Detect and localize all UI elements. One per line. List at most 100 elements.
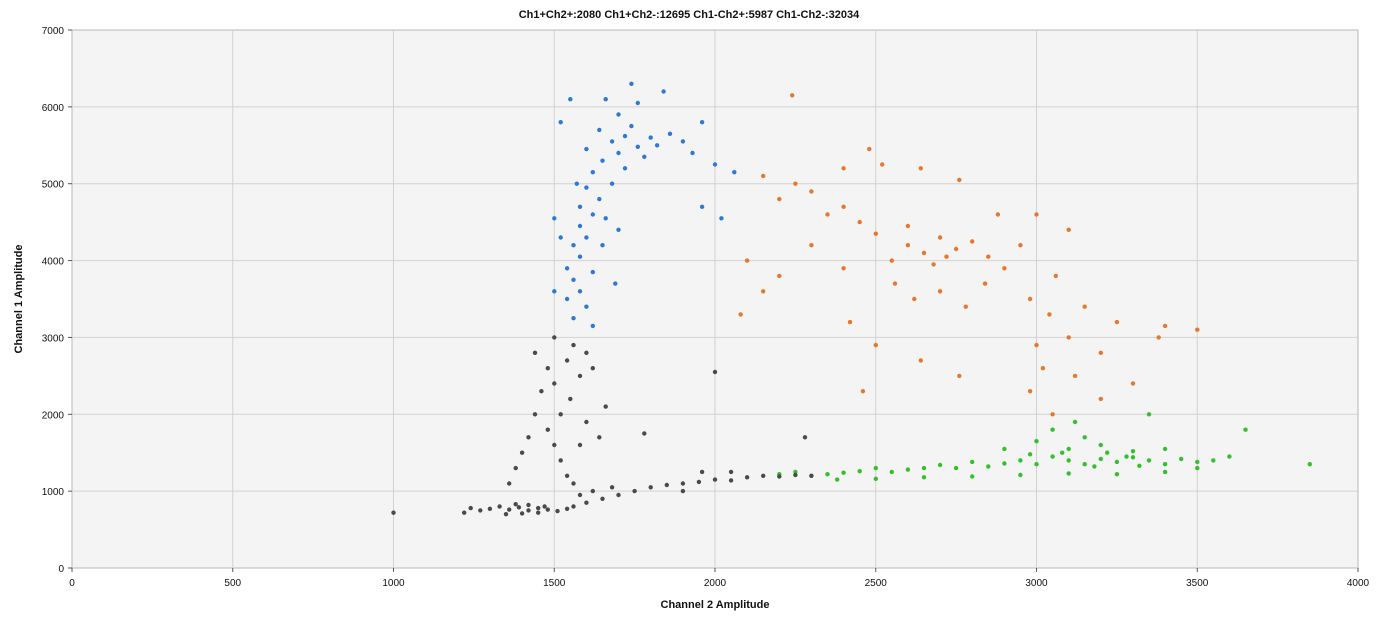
x-tick-label-1: 500 [224,578,241,589]
data-point [728,478,734,483]
data-point [1050,412,1055,417]
data-point [564,358,570,363]
data-point [539,389,544,394]
data-point [892,281,898,286]
data-point [1195,465,1200,471]
data-point [571,481,576,486]
data-point [1195,459,1200,465]
data-point [516,505,522,510]
data-point [690,150,695,156]
data-point [777,196,782,202]
y-tick-label-5: 5000 [42,180,65,191]
data-point [1053,273,1059,279]
data-point [468,505,473,511]
data-point [744,258,750,263]
y-tick-label-4: 4000 [42,257,65,268]
data-point [609,181,615,186]
data-point [1130,381,1136,386]
data-point [552,442,557,448]
data-point [597,127,602,133]
data-point [873,465,878,471]
data-point [577,373,583,379]
data-point [790,93,795,98]
data-point [584,235,589,240]
data-point [1124,454,1129,459]
data-point [889,469,894,475]
data-point [986,464,991,469]
data-point [542,504,547,509]
data-point [661,89,666,94]
data-point [391,510,396,515]
data-point [1034,462,1039,467]
data-point [577,254,583,259]
data-point [1050,454,1055,459]
data-point [719,216,724,221]
data-point [953,465,959,471]
data-point [857,219,862,225]
x-tick-label-5: 2500 [865,578,888,589]
data-point [1066,335,1071,340]
data-point [654,143,660,148]
data-point [918,358,923,363]
data-point [1137,463,1142,468]
data-point [1047,312,1052,317]
data-point [577,204,583,209]
data-point [616,492,621,498]
data-point [568,396,573,402]
data-point [552,381,557,386]
x-axis-label: Channel 2 Amplitude [661,599,770,611]
data-point [953,246,959,252]
data-point [590,269,595,275]
data-point [552,335,557,340]
data-point [1066,458,1071,463]
chart-title: Ch1+Ch2+:2080 Ch1+Ch2-:12695 Ch1-Ch2+:59… [519,9,860,21]
data-point [1018,458,1023,463]
data-point [738,312,743,317]
data-point [526,508,531,513]
data-point [616,150,621,156]
data-point [957,177,962,183]
data-point [609,485,615,490]
x-tick-label-7: 3500 [1186,578,1209,589]
data-point [571,277,576,282]
data-point [1130,449,1136,454]
data-point [478,508,483,513]
data-point [921,250,927,256]
data-point [648,135,653,140]
points-layer [391,81,1313,517]
data-point [712,369,718,375]
data-point [744,475,750,480]
data-point [880,162,885,167]
data-point [564,506,570,511]
data-point [699,469,705,475]
x-tick-label-2: 1000 [382,578,405,589]
data-point [513,465,518,471]
x-axis-ticks: 0 500 1000 1500 2000 2500 3000 3500 4000 [69,568,1370,589]
data-point [1146,458,1152,463]
data-point [712,477,718,482]
data-point [680,139,686,144]
data-point [558,235,563,240]
data-point [1072,419,1078,425]
data-point [1098,350,1104,355]
data-point [558,412,563,417]
data-point [552,216,557,221]
data-point [1018,243,1023,248]
data-point [635,144,640,149]
data-point [1066,471,1071,476]
data-point [577,492,583,498]
data-point [1227,454,1232,459]
data-point [616,227,621,232]
data-point [1114,459,1120,465]
data-point [696,479,702,485]
data-point [1027,452,1033,457]
x-tick-label-6: 3000 [1025,578,1048,589]
data-point [680,488,686,494]
data-point [841,166,846,171]
data-point [564,473,570,478]
data-point [507,507,512,512]
data-point [1195,327,1200,332]
y-tick-label-1: 1000 [42,487,65,498]
